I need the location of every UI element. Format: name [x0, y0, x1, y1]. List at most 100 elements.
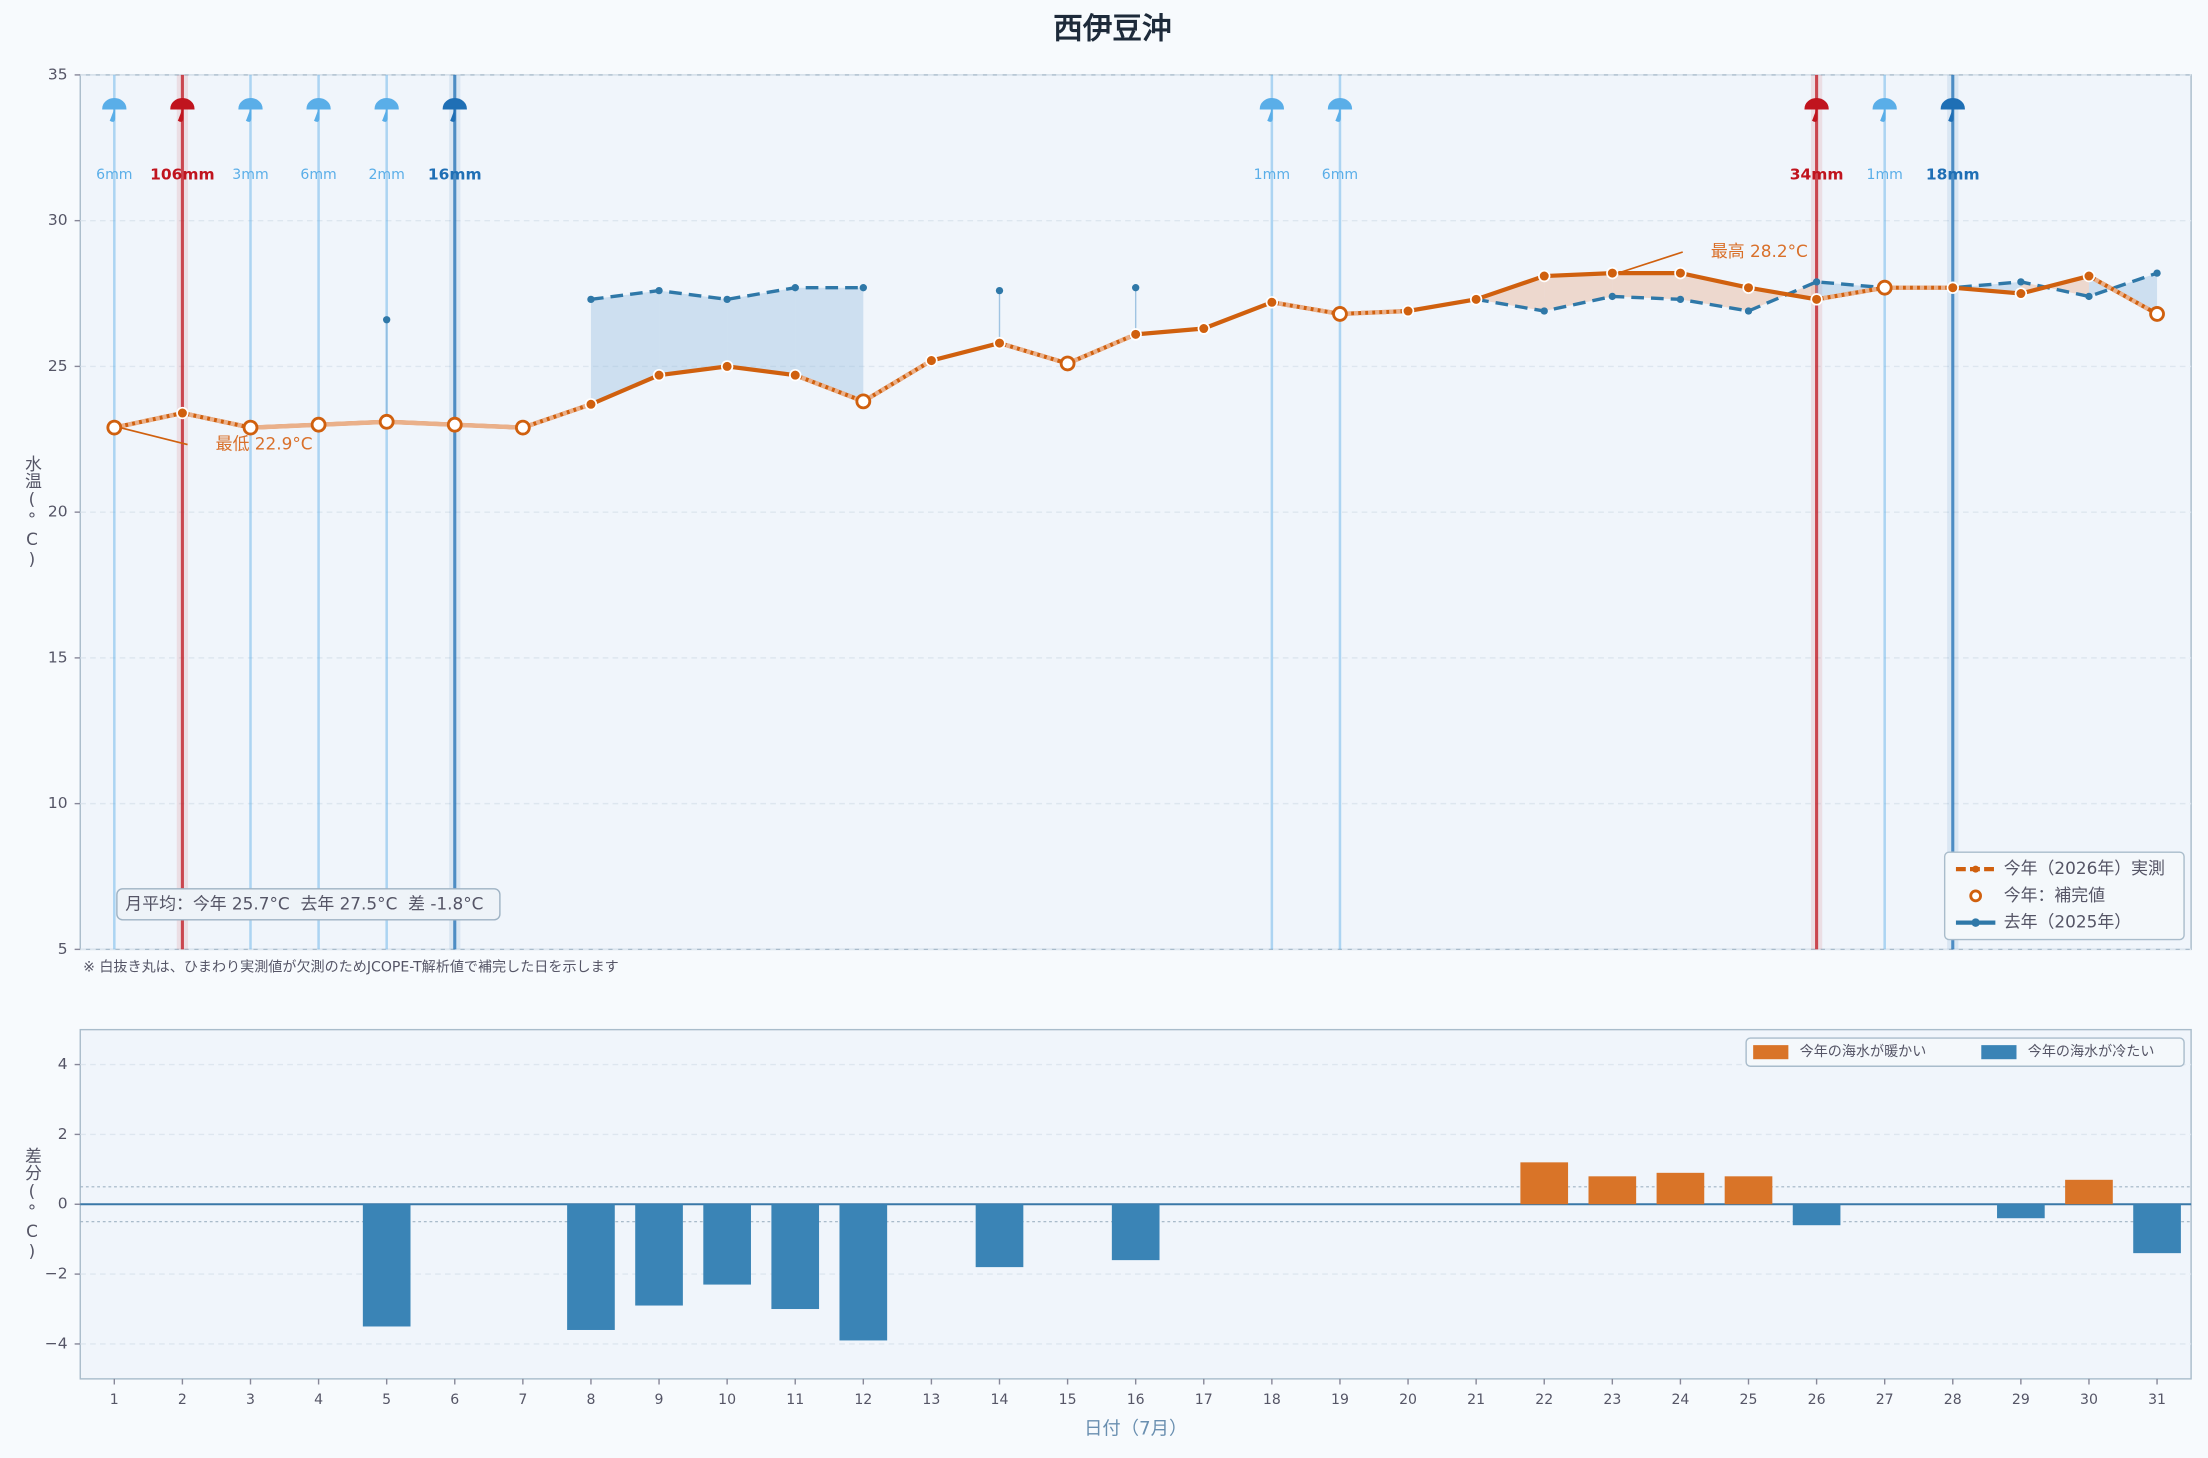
y-tick-label: 20: [48, 503, 68, 521]
legend-swatch: [1753, 1045, 1789, 1060]
last-year-point: [1744, 307, 1753, 315]
imputed-point: [1332, 306, 1348, 322]
y-tick-label: 30: [48, 211, 68, 229]
x-tick-label: 14: [991, 1392, 1009, 1408]
bar: [635, 1204, 683, 1306]
difference-fill: [1544, 273, 1613, 312]
x-tick-label: 25: [1740, 1392, 1758, 1408]
rain-icon: [374, 98, 399, 122]
imputed-point: [855, 393, 872, 410]
rain-icon: [1872, 98, 1897, 122]
rain-label: 1mm: [1254, 167, 1290, 183]
legend-label: 今年の海水が冷たい: [2028, 1044, 2155, 1060]
bar: [2133, 1204, 2181, 1254]
footnote: ※ 白抜き丸は、ひまわり実測値が欠測のためJCOPE-T解析値で補完した日を示し…: [83, 960, 619, 976]
this-year-point: [2082, 269, 2096, 283]
x-tick-label: 13: [922, 1392, 940, 1408]
this-year-point: [1265, 296, 1279, 309]
bar: [1792, 1204, 1841, 1226]
y-tick-label: 35: [48, 65, 68, 83]
this-year-point: [1810, 293, 1823, 306]
last-year-point: [1540, 307, 1548, 315]
imputed-segment: [113, 410, 183, 430]
this-year-point: [1742, 281, 1755, 294]
legend-swatch: [1981, 1045, 2017, 1060]
imputed-point: [106, 419, 123, 436]
rain-label: 34mm: [1790, 165, 1844, 183]
imputed-segment: [2087, 274, 2159, 316]
x-tick-label: 24: [1671, 1392, 1689, 1408]
x-tick-label: 26: [1808, 1392, 1826, 1408]
x-tick-label: 6: [450, 1392, 459, 1408]
imputed-segment: [794, 373, 865, 404]
y-tick-label: 25: [48, 357, 68, 375]
last-year-point: [383, 316, 391, 324]
y-tick-label: 10: [48, 794, 68, 812]
imputed-segment: [1066, 332, 1137, 366]
x-tick-label: 9: [655, 1392, 664, 1408]
this-year-point: [584, 398, 598, 411]
this-year-point: [993, 336, 1006, 350]
bar: [1724, 1176, 1773, 1205]
last-year-point: [2153, 269, 2161, 277]
x-tick-label: 19: [1331, 1392, 1349, 1408]
x-tick-label: 1: [110, 1392, 119, 1408]
bar: [1588, 1176, 1637, 1205]
rain-icon: [1259, 98, 1284, 122]
rain-icon: [1327, 98, 1353, 122]
last-year-point: [1676, 295, 1685, 304]
this-year-point: [925, 354, 938, 367]
imputed-segment: [386, 419, 455, 427]
this-year-point: [1946, 281, 1959, 294]
imputed-segment: [318, 419, 387, 427]
y-tick-label: 15: [48, 648, 68, 666]
this-year-point: [1606, 266, 1619, 280]
rain-label: 1mm: [1866, 167, 1902, 183]
rain-label: 18mm: [1926, 165, 1980, 183]
imputed-segment: [522, 402, 592, 430]
last-year-point: [2017, 278, 2025, 286]
x-tick-label: 5: [382, 1392, 391, 1408]
bar: [567, 1204, 615, 1330]
difference-fill: [590, 290, 660, 405]
this-year-point: [1197, 322, 1210, 335]
rain-label: 2mm: [368, 167, 404, 183]
last-year-point: [2085, 292, 2093, 301]
y-axis-label: 水温(°C): [22, 455, 42, 569]
annotation-arrow: [1617, 251, 1683, 274]
this-year-point: [720, 360, 734, 373]
last-year-point: [791, 284, 799, 292]
rain-icon: [1804, 98, 1829, 122]
imputed-segment: [1271, 300, 1341, 317]
legend-box: [1943, 851, 2185, 941]
x-tick-label: 18: [1263, 1392, 1281, 1408]
x-tick-label: 10: [718, 1392, 736, 1408]
chart-title: 西伊豆沖: [1053, 11, 1171, 45]
imputed-segment: [181, 410, 251, 430]
x-tick-label: 7: [518, 1392, 527, 1408]
rain-label: 6mm: [96, 167, 132, 183]
y-axis-label: 差分(°C): [22, 1147, 42, 1261]
annotation: 最高 28.2°C: [1711, 241, 1808, 261]
rain-icon: [1940, 98, 1965, 122]
this-year-point: [176, 406, 189, 420]
rain-icon: [238, 98, 263, 122]
difference-fill: [1612, 273, 1681, 300]
x-tick-label: 16: [1127, 1392, 1145, 1408]
y-tick-label: −4: [45, 1334, 68, 1352]
this-year-point: [1469, 293, 1483, 306]
bar: [771, 1204, 820, 1310]
this-year-point: [2014, 287, 2028, 300]
x-tick-label: 31: [2148, 1392, 2166, 1408]
this-year-point: [1538, 269, 1551, 283]
x-tick-label: 17: [1195, 1392, 1213, 1408]
rain-icon: [102, 98, 127, 122]
imputed-point: [514, 419, 531, 436]
rain-icon: [442, 98, 467, 122]
imputed-segment: [1339, 308, 1409, 317]
legend-label: 今年の海水が暖かい: [1800, 1044, 1927, 1060]
annotation: 最低 22.9°C: [216, 434, 313, 454]
rain-icon: [170, 98, 195, 122]
